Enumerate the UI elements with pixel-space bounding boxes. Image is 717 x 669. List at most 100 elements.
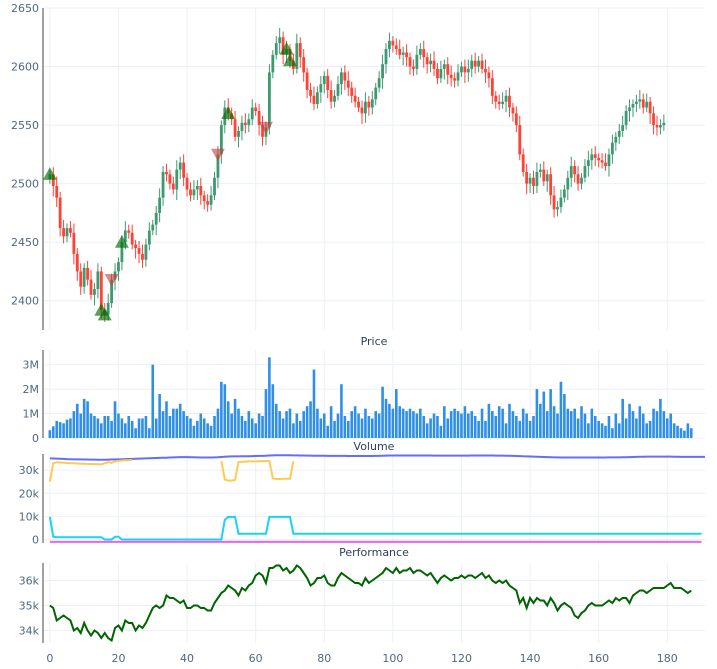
volume-bar (175, 408, 179, 438)
candle-body (298, 43, 302, 58)
volume-bar (446, 418, 450, 438)
volume-bar (453, 408, 456, 438)
volume-bar (281, 418, 285, 438)
candle-body (590, 154, 594, 161)
candle-body (552, 195, 556, 210)
x-tick-label: 180 (657, 652, 678, 665)
candle-body (549, 174, 553, 196)
candle-body (357, 101, 360, 108)
volume-bar (552, 406, 556, 438)
volume-bar (398, 406, 402, 438)
candle-body (501, 101, 505, 105)
volume-bar (484, 420, 487, 438)
candle-body (497, 101, 501, 105)
volume-bar (168, 416, 172, 438)
volume-bar (148, 428, 151, 438)
y-tick-label: 0 (32, 432, 39, 445)
candle-body (178, 162, 182, 170)
volume-bar (357, 413, 360, 438)
candle-body (381, 64, 384, 79)
candle-body (117, 262, 120, 272)
volume-bar (556, 413, 559, 438)
candle-body (490, 78, 494, 96)
volume-bar (648, 420, 652, 438)
candle-body (89, 279, 93, 295)
buy-signal-marker (114, 235, 129, 248)
volume-bar (196, 420, 199, 438)
volume-bar (144, 416, 148, 438)
y-tick-label: 10k (19, 510, 40, 523)
candle-body (257, 111, 261, 126)
volume-bar (305, 406, 309, 438)
candle-body (580, 177, 583, 184)
candle-body (274, 43, 278, 55)
candle-body (412, 66, 415, 69)
volume-bar (497, 406, 501, 438)
y-tick-label: 2500 (11, 178, 39, 191)
volume-bar (86, 401, 89, 438)
candle-body (343, 72, 347, 81)
indicator-line (49, 454, 705, 461)
candle-body (610, 142, 614, 155)
candle-body (446, 64, 450, 75)
volume-bar (449, 411, 453, 438)
volume-bar (521, 408, 525, 438)
candle-body (65, 228, 69, 237)
volume-bar (285, 411, 288, 438)
candle-body (199, 185, 203, 196)
volume-bar (425, 423, 429, 438)
x-tick-label: 140 (520, 652, 541, 665)
volume-bar (593, 416, 597, 438)
volume-bar (535, 389, 539, 438)
volume-bar (103, 416, 107, 438)
volume-bar (106, 416, 110, 438)
candle-body (120, 242, 124, 263)
candle-body (569, 166, 573, 178)
volume-bar (405, 411, 408, 438)
volume-bar (172, 408, 175, 438)
candle-body (82, 267, 86, 287)
candle-body (69, 228, 72, 233)
candle-body (144, 244, 148, 260)
candle-body (110, 279, 114, 304)
candle-body (628, 107, 631, 112)
candle-body (240, 122, 244, 131)
candle-body (367, 101, 371, 108)
candle-body (494, 95, 498, 102)
volume-bar (76, 403, 79, 438)
volume-bar (292, 423, 295, 438)
volume-bar (408, 408, 412, 438)
volume-bar (679, 428, 683, 438)
indicator-line (48, 459, 133, 482)
volume-bar (611, 428, 614, 438)
candle-body (171, 183, 175, 190)
volume-bar (364, 408, 367, 438)
volume-bar (532, 416, 535, 438)
volume-bar (415, 413, 419, 438)
buy-signal-marker (282, 53, 297, 67)
candle-body (206, 201, 210, 205)
candle-body (388, 40, 391, 49)
candle-body (586, 160, 590, 167)
volume-bar (199, 413, 203, 438)
volume-bar (467, 413, 470, 438)
volume-bar (69, 418, 72, 438)
candle-body (134, 244, 138, 249)
volume-bar (436, 416, 439, 438)
volume-bar (659, 398, 662, 438)
volume-bar (614, 413, 618, 438)
volume-bar (230, 413, 233, 438)
volume-bar (470, 411, 474, 438)
x-tick-label: 160 (588, 652, 609, 665)
y-tick-label: 2450 (11, 236, 39, 249)
volume-bar (388, 403, 391, 438)
volume-bar (137, 418, 141, 438)
candle-body (360, 107, 364, 114)
volume-bar (473, 416, 477, 438)
candle-body (51, 174, 55, 186)
panel-title: Price (361, 335, 388, 348)
candle-body (538, 169, 542, 172)
volume-bar (367, 416, 371, 438)
volume-bar (209, 425, 213, 438)
candle-body (147, 230, 151, 245)
